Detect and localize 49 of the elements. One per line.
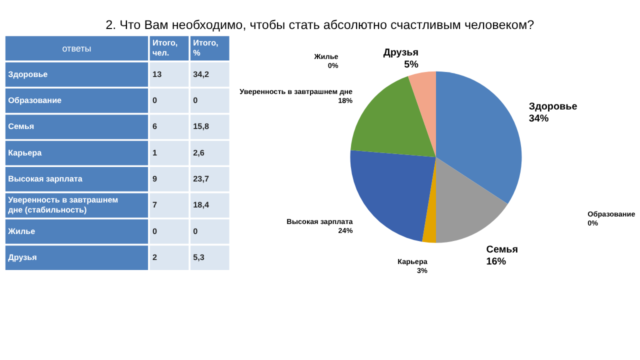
text: 0 — [193, 96, 198, 105]
text: 2 — [152, 253, 158, 262]
text: Итого, чел. — [152, 38, 178, 58]
text: 9 — [152, 174, 158, 184]
pie-slice — [408, 71, 436, 158]
text: 34,2 — [193, 70, 210, 79]
slice-label: Высокая зарплата — [286, 216, 354, 226]
text: 0 — [193, 226, 198, 236]
text: Образование — [8, 96, 62, 105]
slice-label: Уверенность в завтрашнем дне — [240, 87, 353, 96]
text: Семья — [8, 122, 34, 132]
slice-label: Друзья — [383, 48, 419, 59]
category-label: Жилье — [314, 52, 338, 62]
data-label: 34% — [528, 113, 549, 124]
text: 18,4 — [193, 200, 210, 210]
text: Здоровье — [8, 70, 48, 79]
text: Уверенность в завтрашнем дне (стабильность) — [8, 196, 118, 215]
text: Друзья — [8, 253, 38, 262]
text: 6 — [152, 122, 158, 132]
slice-label: Здоровье — [528, 102, 578, 113]
text: 1 — [152, 148, 158, 158]
data-label: 24% — [338, 226, 354, 235]
text: 2,6 — [193, 148, 205, 158]
pie-slice — [422, 157, 436, 243]
data-label: 5% — [404, 59, 419, 70]
text: 23,7 — [193, 174, 210, 184]
text: Жилье — [7, 226, 36, 236]
text: Итого, % — [193, 38, 218, 58]
text: Высокая зарплата — [8, 174, 83, 184]
slice-label: Карьера — [398, 257, 428, 266]
pie-slice — [436, 157, 508, 243]
data-label: 16% — [486, 256, 506, 268]
text: 7 — [152, 200, 158, 210]
chart-title: 2. Что Вам необходимо, чтобы стать абсолютно счастливым человеком? — [106, 18, 534, 32]
text: 0 — [152, 96, 158, 105]
data-label: 18% — [338, 96, 354, 106]
pie-slice — [436, 71, 522, 204]
text: 0 — [152, 226, 158, 236]
text: 5,3 — [193, 253, 205, 262]
slice-label: Семья — [486, 244, 518, 256]
pie-slice — [350, 76, 436, 158]
text: ответы — [62, 44, 92, 54]
text: 0% — [588, 218, 598, 228]
category-label: Образование — [588, 210, 636, 219]
text: 0% — [328, 61, 338, 70]
text: Карьера — [8, 148, 42, 158]
data-label: 3% — [416, 266, 428, 276]
text: 15,8 — [193, 122, 210, 132]
text: 13 — [152, 70, 162, 79]
